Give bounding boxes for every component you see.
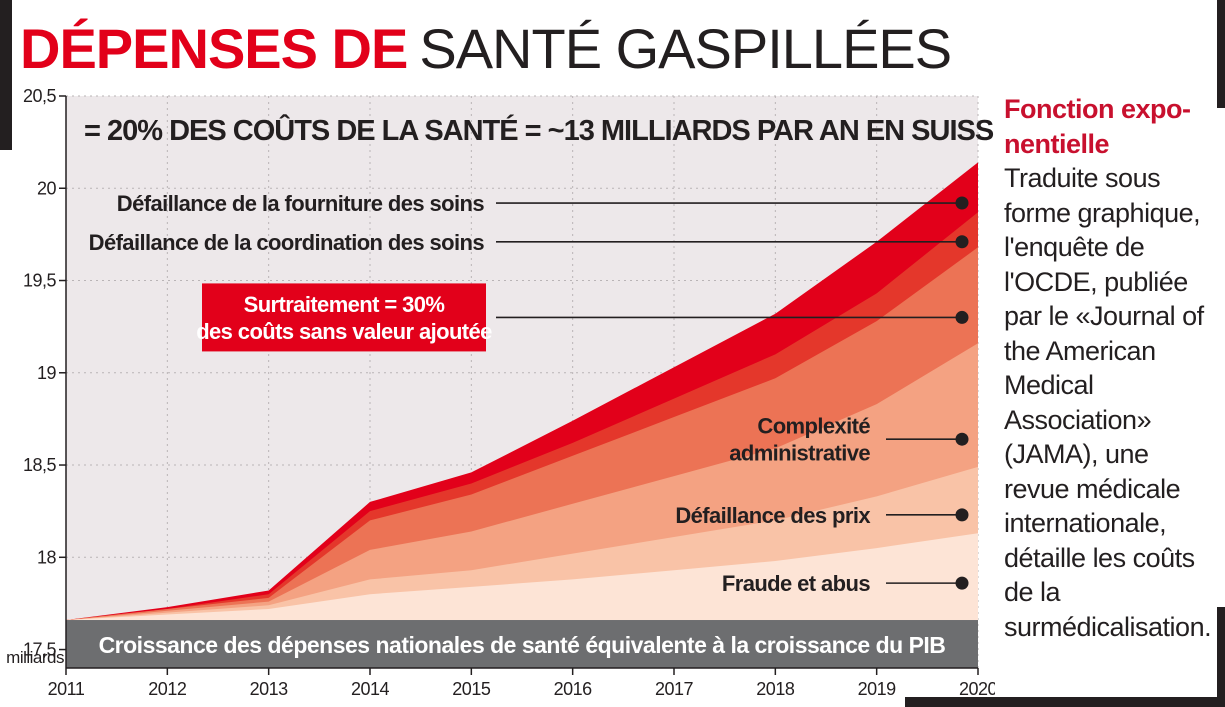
y-tick-label: 19,5 (23, 271, 57, 291)
x-tick-label: 2012 (148, 679, 187, 699)
chart: Croissance des dépenses nationales de sa… (6, 86, 995, 699)
sidebar-body: Traduite sous forme graphique, l'enquête… (1004, 163, 1212, 642)
title-bold: DÉPENSES DE (20, 17, 408, 80)
x-tick-label: 2011 (48, 679, 85, 699)
annotation-dot (955, 508, 969, 522)
x-tick-label: 2018 (756, 679, 795, 699)
x-tick-label: 2020 (959, 679, 995, 699)
page-title: DÉPENSES DE SANTÉ GASPILLÉES (20, 17, 952, 80)
annotation-label: administrative (729, 441, 870, 466)
x-tick-label: 2015 (452, 679, 491, 699)
sidebar-heading: Fonction expo-nentielle (1004, 94, 1191, 159)
y-tick-label: 20,5 (23, 86, 57, 106)
x-tick-label: 2016 (554, 679, 593, 699)
x-tick-label: 2013 (250, 679, 289, 699)
area-series (66, 533, 978, 621)
annotation-dot (955, 310, 969, 324)
y-axis-label: milliards (6, 648, 64, 667)
y-tick-label: 17,5 (23, 640, 57, 660)
annotation-label: Fraude et abus (722, 571, 870, 596)
corner-decoration (1217, 607, 1225, 707)
annotation-label: Défaillance de la fourniture des soins (117, 191, 485, 216)
y-tick-label: 20 (37, 178, 57, 198)
sidebar-text: Fonction expo-nentielle Traduite sous fo… (1004, 92, 1212, 644)
annotation-dot (955, 432, 969, 446)
annotation-dot (955, 235, 969, 249)
annotation-box (202, 283, 486, 352)
baseline-band (66, 620, 978, 668)
annotation-label: Défaillance des prix (675, 503, 871, 528)
corner-decoration (905, 697, 1225, 707)
annotation-dot (955, 196, 969, 210)
annotation-dot (955, 576, 969, 590)
annotation-label: Surtraitement = 30% (244, 292, 445, 317)
chart-subtitle: = 20% DES COÛTS DE LA SANTÉ = ~13 MILLIA… (84, 113, 995, 147)
annotation-label: Défaillance de la coordination des soins (89, 230, 485, 255)
annotation-label: Complexité (757, 414, 870, 439)
x-tick-label: 2019 (858, 679, 897, 699)
y-tick-label: 18 (37, 547, 57, 567)
x-tick-label: 2017 (655, 679, 694, 699)
annotation-label: des coûts sans valeur ajoutée (196, 319, 492, 344)
corner-decoration (1217, 0, 1225, 108)
y-tick-label: 19 (37, 363, 57, 383)
x-tick-label: 2014 (351, 679, 390, 699)
baseline-label: Croissance des dépenses nationales de sa… (99, 632, 946, 658)
y-tick-label: 18,5 (23, 455, 57, 475)
corner-decoration (0, 0, 12, 150)
title-light: SANTÉ GASPILLÉES (419, 17, 952, 80)
